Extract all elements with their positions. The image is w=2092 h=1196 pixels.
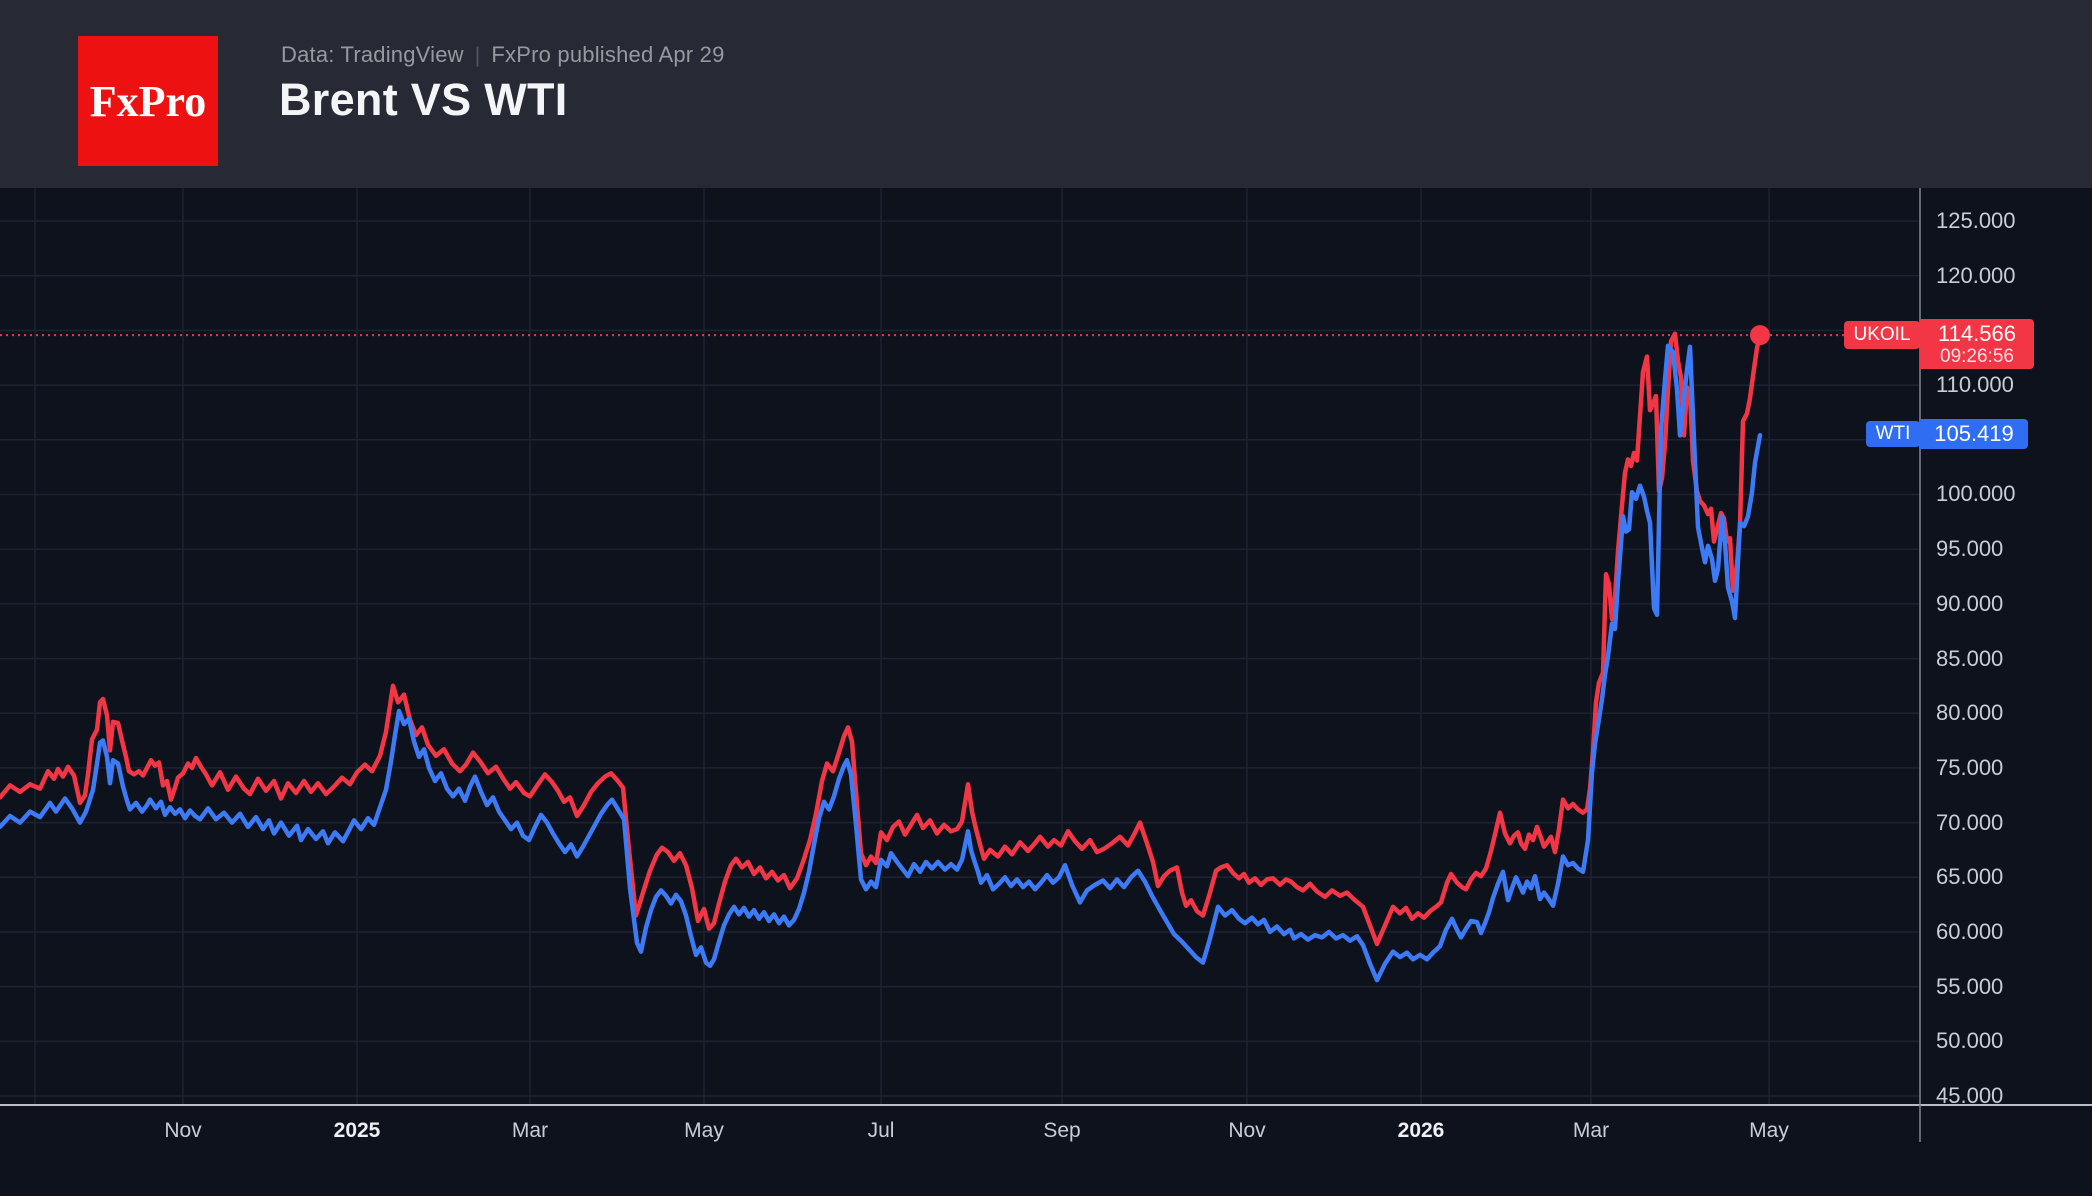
x-axis-label: May	[1749, 1119, 1789, 1142]
y-axis-label: 125.000	[1936, 208, 2016, 233]
x-axis-label: Nov	[1228, 1119, 1266, 1142]
x-axis-label: Mar	[511, 1119, 549, 1142]
wti-price-badge: 105.419	[1920, 419, 2028, 449]
y-axis-label: 85.000	[1936, 645, 2004, 671]
subtitle-separator: |	[474, 44, 481, 67]
y-axis-label: 70.000	[1936, 809, 2004, 835]
wti-price-value: 105.419	[1934, 421, 2014, 446]
header-bar: FxPro Data: TradingView | FxPro published …	[0, 0, 2092, 188]
data-source-text: Data: TradingView	[281, 42, 464, 67]
y-axis-label: 60.000	[1936, 918, 2004, 944]
ukoil-symbol-text: UKOIL	[1853, 324, 1911, 345]
y-axis-label: 90.000	[1936, 590, 2004, 616]
y-axis-label: 100.000	[1936, 481, 2016, 507]
ukoil-price-badge: 114.566 09:26:56	[1920, 319, 2034, 369]
y-axis-label: 65.000	[1936, 864, 2004, 890]
y-axis-label: 55.000	[1936, 973, 2004, 999]
wti-series-line[interactable]	[0, 343, 1763, 983]
x-axis-label: May	[684, 1119, 724, 1142]
x-axis-label: 2025	[333, 1119, 381, 1142]
chart-gridlines	[0, 188, 1920, 1105]
x-axis-label: Sep	[1043, 1119, 1081, 1142]
ukoil-last-price-marker	[1750, 325, 1770, 346]
x-axis-label: 2026	[1397, 1119, 1445, 1142]
y-axis-label: 120.000	[1936, 262, 2016, 288]
y-axis-label: 80.000	[1936, 700, 2004, 726]
x-axis-label: Jul	[867, 1119, 895, 1142]
y-axis-label: 75.000	[1936, 754, 2004, 780]
y-axis-label: 110.000	[1936, 372, 2014, 398]
ukoil-price-value: 114.566	[1938, 321, 2016, 346]
y-axis-label: 45.000	[1936, 1083, 2004, 1108]
fxpro-logo: FxPro	[78, 36, 218, 166]
wti-symbol-tag: WTI	[1866, 421, 1920, 447]
y-axis-label: 50.000	[1936, 1028, 2004, 1054]
published-date-text: FxPro published Apr 29	[491, 42, 725, 67]
page-title: Brent VS WTI	[279, 74, 568, 125]
wti-symbol-text: WTI	[1875, 423, 1911, 444]
x-axis-label: Mar	[1572, 1119, 1610, 1142]
ukoil-series-line[interactable]	[0, 331, 1763, 947]
ukoil-price-time: 09:26:56	[1940, 346, 2014, 367]
x-axis-label: Nov	[164, 1119, 202, 1142]
y-axis-label: 95.000	[1936, 536, 2004, 562]
chart-source-caption: Data: TradingView | FxPro published Apr 29	[281, 42, 725, 68]
fxpro-logo-text: FxPro	[89, 76, 207, 126]
ukoil-symbol-tag: UKOIL	[1844, 321, 1920, 349]
